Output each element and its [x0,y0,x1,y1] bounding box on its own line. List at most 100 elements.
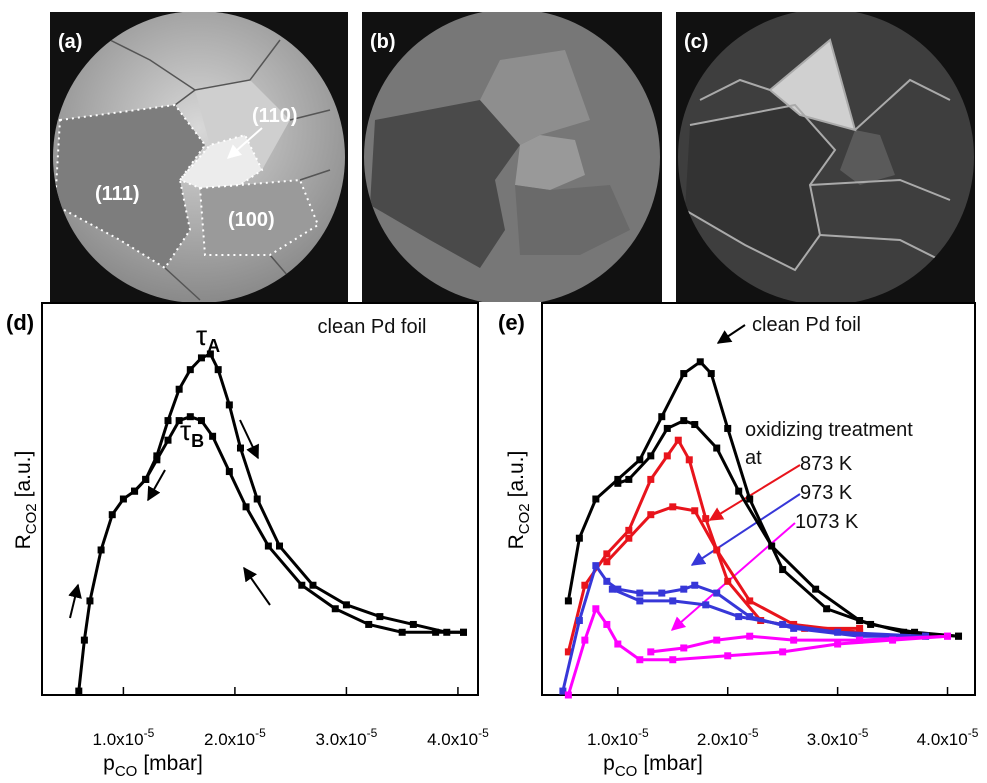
data-point [575,534,583,542]
data-point [86,597,94,605]
data-point [790,620,798,628]
annotation: 1073 K [795,511,859,533]
data-point [669,597,677,605]
data-point [603,620,611,628]
region-label: (100) [228,209,275,231]
data-point [614,585,622,593]
data-point [713,444,721,452]
data-point [625,526,633,534]
annotation: clean Pd foil [752,314,861,336]
data-point [636,589,644,597]
data-point [658,413,666,421]
data-point [696,358,704,366]
region-label: (110) [252,105,298,127]
data-point [707,370,715,378]
data-point [197,354,205,362]
data-point [834,640,842,648]
arrows [670,324,801,631]
data-point [108,511,116,519]
y-axis-symbol: R [505,534,528,549]
x-axis-title: pCO [mbar] [603,752,703,780]
data-point [197,417,205,425]
data-point [603,558,611,566]
data-point [685,456,693,464]
x-tick-label: 3.0x10-5 [316,726,378,749]
data-point [564,597,572,605]
data-point [669,656,677,664]
panel-label: (d) [6,310,34,335]
x-tick-exponent: -5 [478,726,489,740]
data-point [298,581,306,589]
micrograph-b: (b) [362,12,662,302]
data-point [713,636,721,644]
annotation: at [745,447,762,469]
data-point [768,542,776,550]
data-point [225,468,233,476]
x-tick-text: 4.0x10 [427,730,478,749]
data-point [559,687,567,695]
data-point [365,620,373,628]
annotation: oxidizing treatment [745,419,913,441]
x-tick-label: 3.0x10-5 [807,726,869,749]
data-point [702,515,710,523]
data-point [713,589,721,597]
y-axis-symbol: R [12,534,35,549]
data-point [119,495,127,503]
x-tick-text: 2.0x10 [697,730,748,749]
data-point [823,605,831,613]
data-point [592,605,600,613]
annotation: clean Pd foil [318,316,427,338]
data-point [955,632,963,640]
annotation: 873 K [800,453,853,475]
x-tick-exponent: -5 [638,726,649,740]
y-axis-subscript: CO2 [23,503,40,534]
data-point [608,585,616,593]
y-axis-unit: [a.u.] [12,451,35,498]
annotation-symbol: τ [196,320,207,351]
data-point [614,475,622,483]
data-point [376,613,384,621]
x-tick-text: 1.0x10 [93,730,144,749]
x-tick-label: 4.0x10-5 [427,726,489,749]
data-point [186,413,194,421]
data-point [331,605,339,613]
data-point [746,632,754,640]
data-point [209,432,217,440]
data-point [636,656,644,664]
data-point [581,636,589,644]
panel-label: (a) [58,31,82,53]
x-axis-symbol: p [103,752,115,775]
x-tick-text: 4.0x10 [917,730,968,749]
data-point [614,479,622,487]
data-point [856,636,864,644]
data-point [575,617,583,625]
x-tick-label: 1.0x10-5 [93,726,155,749]
data-point [856,632,864,640]
panel-label: (c) [684,31,708,53]
data-point [236,444,244,452]
data-point [614,640,622,648]
x-tick-text: 3.0x10 [316,730,367,749]
data-point [242,503,250,511]
data-point [214,366,222,374]
data-point [713,546,721,554]
data-point [80,636,88,644]
data-point [790,636,798,644]
x-axis-subscript: CO [115,763,138,780]
x-tick-exponent: -5 [968,726,979,740]
data-point [724,424,732,432]
y-axis-title: RCO2 [a.u.] [505,451,533,550]
data-point [647,475,655,483]
data-point [309,581,317,589]
data-point [264,542,272,550]
arrows [68,419,271,619]
x-tick-exponent: -5 [255,726,266,740]
data-point [812,585,820,593]
data-point [647,648,655,656]
data-point [398,628,406,636]
data-point [680,417,688,425]
x-tick-exponent: -5 [144,726,155,740]
x-tick-exponent: -5 [748,726,759,740]
x-tick-label: 1.0x10-5 [587,726,649,749]
